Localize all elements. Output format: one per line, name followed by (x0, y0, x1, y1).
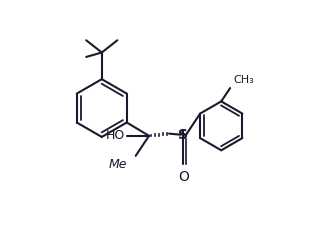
Text: HO: HO (105, 129, 125, 142)
Text: O: O (178, 170, 189, 184)
Text: CH₃: CH₃ (234, 75, 254, 85)
Text: S: S (178, 128, 189, 142)
Text: Me: Me (108, 158, 127, 171)
